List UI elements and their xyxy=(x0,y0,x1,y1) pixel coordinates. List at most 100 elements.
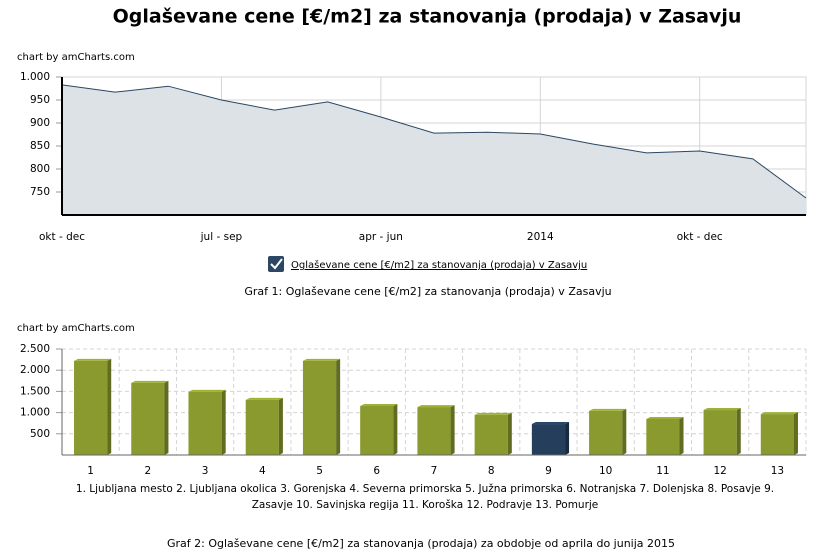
bar-top xyxy=(302,358,341,361)
bar-side xyxy=(107,358,112,455)
bar-top xyxy=(531,422,570,425)
bar-side xyxy=(736,408,741,455)
x-tick-label: 10 xyxy=(599,465,612,477)
bar xyxy=(417,407,451,455)
bar xyxy=(360,406,394,455)
key-number: 4. xyxy=(349,483,360,495)
y-tick-label: 800 xyxy=(30,163,50,175)
key-number: 13. xyxy=(535,499,552,511)
x-tick-label: 5 xyxy=(316,465,323,477)
bar xyxy=(245,399,279,455)
x-tick-label: 4 xyxy=(259,465,266,477)
caption: Graf 1: Oglaševane cene [€/m2] za stanov… xyxy=(244,285,611,298)
bar xyxy=(74,360,108,455)
key-name: Pomurje xyxy=(555,499,599,511)
key-name: Dolenjska xyxy=(652,483,705,495)
key-number: 7. xyxy=(639,483,650,495)
y-tick-label: 2.000 xyxy=(20,364,50,376)
y-tick-label: 850 xyxy=(30,140,50,152)
x-tick-label: apr - jun xyxy=(359,231,403,243)
check-icon xyxy=(270,258,283,270)
key-name: Koroška xyxy=(422,499,464,511)
x-tick-label: okt - dec xyxy=(677,231,723,243)
y-tick-label: 900 xyxy=(30,117,50,129)
bar xyxy=(188,391,222,455)
y-tick-label: 1.000 xyxy=(20,407,50,419)
bar-key: 1. Ljubljana mesto 2. Ljubljana okolica … xyxy=(55,481,795,513)
x-tick-label: 6 xyxy=(373,465,380,477)
area-fill xyxy=(62,84,806,215)
bar xyxy=(302,360,337,455)
key-name: Podravje xyxy=(486,499,532,511)
credit: chart by amCharts.com xyxy=(17,52,135,63)
key-number: 5. xyxy=(465,483,476,495)
bar-side xyxy=(450,405,455,455)
key-number: 3. xyxy=(280,483,291,495)
bar xyxy=(474,414,508,455)
bar xyxy=(703,410,737,455)
x-tick-label: 3 xyxy=(202,465,209,477)
page-title: Oglaševane cene [€/m2] za stanovanja (pr… xyxy=(113,6,742,28)
key-number: 10. xyxy=(296,499,313,511)
key-name: Severna primorska xyxy=(362,483,462,495)
bar-top xyxy=(74,358,112,361)
y-tick-label: 1.500 xyxy=(20,385,50,397)
key-name: Ljubljana mesto xyxy=(89,483,173,495)
key-number: 9. xyxy=(764,483,775,495)
y-tick-label: 750 xyxy=(30,186,50,198)
x-tick-label: 2014 xyxy=(527,231,554,243)
key-name: Ljubljana okolica xyxy=(189,483,277,495)
x-tick-label: 8 xyxy=(488,465,495,477)
key-number: 1. xyxy=(75,483,86,495)
bar-side xyxy=(164,380,169,455)
key-name: Posavje xyxy=(720,483,761,495)
bar-side xyxy=(507,412,512,455)
key-name: Zasavje xyxy=(251,499,293,511)
bar-side xyxy=(278,397,283,455)
bar-top xyxy=(188,389,226,392)
bar xyxy=(531,424,566,455)
key-number: 8. xyxy=(707,483,718,495)
bar xyxy=(646,418,680,455)
key-name: Savinjska regija xyxy=(316,499,399,511)
legend-checkbox[interactable] xyxy=(268,256,284,272)
bar-top xyxy=(360,404,398,407)
bar-side xyxy=(793,412,798,455)
key-name: Gorenjska xyxy=(293,483,347,495)
x-tick-label: okt - dec xyxy=(39,231,85,243)
x-tick-label: 1 xyxy=(87,465,94,477)
x-tick-label: 11 xyxy=(656,465,669,477)
x-tick-label: jul - sep xyxy=(200,231,243,243)
x-tick-label: 12 xyxy=(713,465,726,477)
bar-top xyxy=(245,397,283,400)
x-tick-label: 13 xyxy=(771,465,784,477)
key-number: 6. xyxy=(566,483,577,495)
x-tick-label: 2 xyxy=(145,465,152,477)
key-number: 12. xyxy=(466,499,484,511)
bar-side xyxy=(221,389,226,455)
bar-side xyxy=(336,358,341,455)
bar-top xyxy=(474,412,512,415)
y-tick-label: 1.000 xyxy=(20,71,50,83)
bar xyxy=(131,382,165,455)
line xyxy=(61,84,807,199)
bar-top xyxy=(131,380,169,383)
bar-top xyxy=(703,408,741,411)
bar-side xyxy=(393,404,398,455)
key-number: 2. xyxy=(176,483,187,495)
y-tick-label: 950 xyxy=(30,94,50,106)
bar-top xyxy=(646,416,684,419)
bar-side xyxy=(679,416,684,455)
x-tick-label: 9 xyxy=(545,465,552,477)
bar xyxy=(760,414,794,455)
bar-side xyxy=(565,422,570,455)
key-name: Notranjska xyxy=(579,483,637,495)
legend-label[interactable]: Oglaševane cene [€/m2] za stanovanja (pr… xyxy=(291,259,587,271)
bar-top xyxy=(417,405,455,408)
bar xyxy=(589,410,623,455)
x-tick-label: 7 xyxy=(431,465,438,477)
bar-side xyxy=(622,408,627,455)
key-number: 11. xyxy=(401,499,419,511)
